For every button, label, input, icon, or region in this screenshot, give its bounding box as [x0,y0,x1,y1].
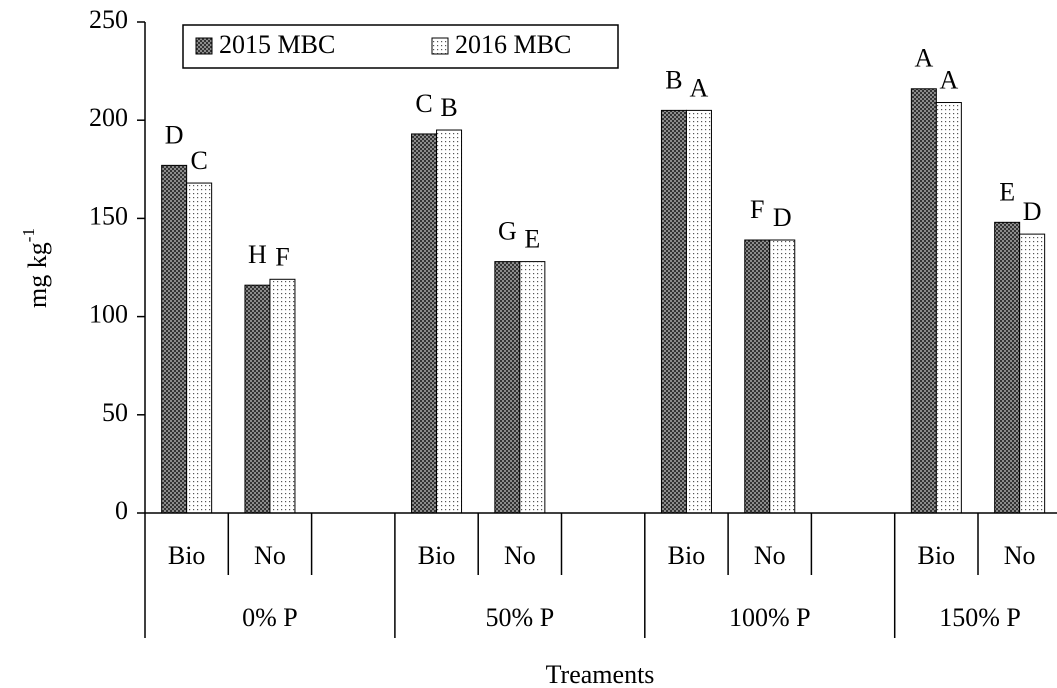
group-label: 0% P [242,603,298,632]
legend-label: 2015 MBC [219,30,335,59]
bar [244,284,271,514]
legend-swatch [195,37,213,55]
bar-letter: A [914,44,933,73]
x-tick-label: Bio [168,541,206,570]
bar-letter: C [190,146,207,175]
legend-label: 2016 MBC [455,30,571,59]
y-tick-label: 200 [89,103,128,132]
bar [935,102,962,514]
y-tick-label: 0 [115,496,128,525]
bar [910,88,937,514]
bar [660,109,687,514]
y-tick-label: 50 [102,398,128,427]
x-tick-label: No [254,541,286,570]
group-label: 150% P [939,603,1021,632]
bar [994,221,1021,514]
bar-letter: B [665,65,682,94]
bar [494,261,521,514]
bar [685,109,712,514]
bar-letter: F [275,242,289,271]
bar-letter: D [165,120,184,149]
bar-letter: B [440,93,457,122]
bar-letter: A [690,73,709,102]
bar-letter: E [524,225,540,254]
x-tick-label: No [504,541,536,570]
x-tick-label: Bio [668,541,706,570]
x-tick-label: No [1004,541,1036,570]
x-tick-label: No [754,541,786,570]
bar [269,278,296,514]
bar [519,261,546,514]
group-label: 100% P [729,603,811,632]
y-tick-label: 100 [89,300,128,329]
legend-box [182,24,619,69]
group-label: 50% P [486,603,555,632]
y-axis-title-main: mg kg [23,242,52,308]
y-tick-label: 150 [89,201,128,230]
bar-letter: H [248,240,267,269]
bar-letter: G [498,217,517,246]
bar-letter: C [415,89,432,118]
bar-letter: D [773,203,792,232]
legend-swatch [431,37,449,55]
bar-letter: D [1023,197,1042,226]
bar [1019,233,1046,514]
x-axis-title: Treaments [546,660,655,688]
bar-letter: A [939,65,958,94]
y-axis-title: mg kg-1 [19,228,52,308]
y-tick-label: 250 [89,5,128,34]
x-tick-label: Bio [918,541,956,570]
bar [769,239,796,514]
bar-letter: F [750,195,764,224]
bar [411,133,438,514]
bar [186,182,213,514]
bar-letter: E [999,177,1015,206]
bar [744,239,771,514]
x-tick-label: Bio [418,541,456,570]
bar [161,164,188,514]
y-axis-title-sup: -1 [19,228,38,242]
bar [436,129,463,514]
